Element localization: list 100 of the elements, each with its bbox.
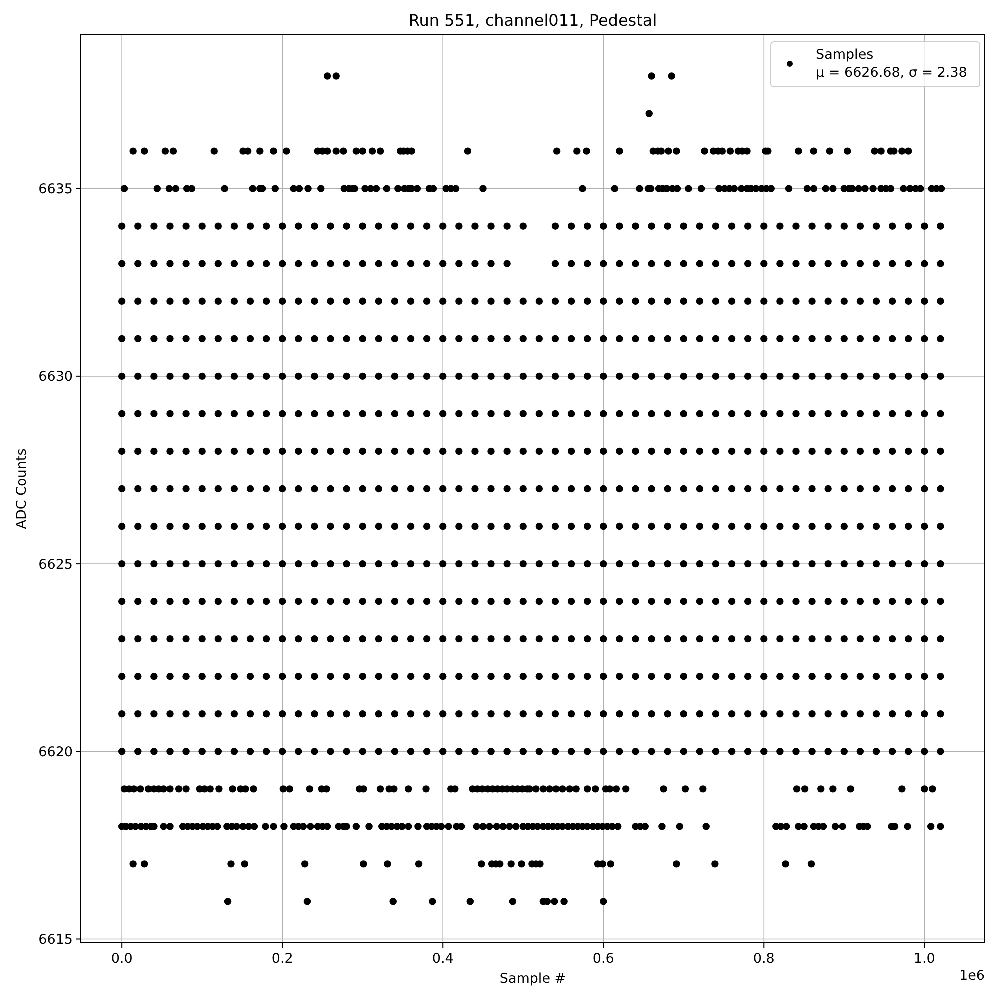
point xyxy=(488,748,495,756)
point xyxy=(504,260,511,268)
point xyxy=(509,898,517,906)
point xyxy=(456,410,463,418)
point xyxy=(360,860,368,868)
point xyxy=(776,635,784,643)
point xyxy=(878,148,885,155)
point xyxy=(472,635,479,643)
point xyxy=(375,673,383,680)
point xyxy=(407,222,415,230)
point xyxy=(279,335,286,343)
point xyxy=(696,335,704,343)
point xyxy=(166,298,174,305)
point xyxy=(182,522,190,530)
point xyxy=(616,560,624,568)
point xyxy=(616,748,624,756)
point xyxy=(118,485,126,493)
point xyxy=(134,485,142,493)
point xyxy=(332,72,340,80)
point xyxy=(246,673,254,680)
point xyxy=(648,673,656,680)
point xyxy=(182,673,190,680)
point xyxy=(134,635,142,643)
point xyxy=(423,448,431,456)
point xyxy=(327,410,334,418)
point xyxy=(295,448,302,456)
point xyxy=(673,860,680,868)
point xyxy=(440,522,447,530)
point xyxy=(744,673,752,680)
point xyxy=(712,485,720,493)
point xyxy=(584,260,592,268)
point xyxy=(664,522,672,530)
point xyxy=(696,372,704,380)
point xyxy=(840,410,848,418)
point xyxy=(182,335,190,343)
point xyxy=(182,298,190,305)
point xyxy=(792,298,800,305)
point xyxy=(150,710,158,718)
point xyxy=(472,710,479,718)
point xyxy=(423,522,431,530)
point xyxy=(118,522,126,530)
point xyxy=(872,710,880,718)
point xyxy=(214,710,222,718)
point xyxy=(552,448,560,456)
point xyxy=(568,298,576,305)
point xyxy=(423,222,431,230)
point xyxy=(568,598,576,606)
point xyxy=(872,260,880,268)
point xyxy=(407,635,415,643)
point xyxy=(904,410,912,418)
point xyxy=(664,710,672,718)
point xyxy=(904,598,912,606)
point xyxy=(937,260,944,268)
point xyxy=(856,560,864,568)
point xyxy=(840,598,848,606)
point xyxy=(150,485,158,493)
point xyxy=(664,635,672,643)
point xyxy=(776,372,784,380)
point xyxy=(327,710,334,718)
point xyxy=(536,598,544,606)
point xyxy=(198,560,206,568)
point xyxy=(214,485,222,493)
point xyxy=(504,522,511,530)
point xyxy=(680,372,688,380)
point xyxy=(600,485,608,493)
point xyxy=(824,448,832,456)
point xyxy=(295,260,302,268)
point xyxy=(600,410,608,418)
point xyxy=(391,748,399,756)
point xyxy=(584,748,592,756)
point xyxy=(888,635,896,643)
point xyxy=(118,635,126,643)
point xyxy=(150,673,158,680)
point xyxy=(301,860,309,868)
point xyxy=(560,898,568,906)
point xyxy=(324,72,332,80)
point xyxy=(359,560,366,568)
point xyxy=(696,298,704,305)
point xyxy=(279,673,286,680)
point xyxy=(632,673,640,680)
point xyxy=(504,748,511,756)
point xyxy=(262,598,270,606)
point xyxy=(440,222,447,230)
point xyxy=(808,410,816,418)
point xyxy=(359,748,366,756)
point xyxy=(824,748,832,756)
point xyxy=(808,748,816,756)
point xyxy=(808,335,816,343)
point xyxy=(616,222,624,230)
point xyxy=(840,522,848,530)
point xyxy=(760,448,768,456)
point xyxy=(423,560,431,568)
point xyxy=(279,748,286,756)
point xyxy=(375,410,383,418)
point xyxy=(140,860,148,868)
point xyxy=(295,598,302,606)
point xyxy=(198,372,206,380)
point xyxy=(616,710,624,718)
point xyxy=(150,598,158,606)
point xyxy=(440,748,447,756)
